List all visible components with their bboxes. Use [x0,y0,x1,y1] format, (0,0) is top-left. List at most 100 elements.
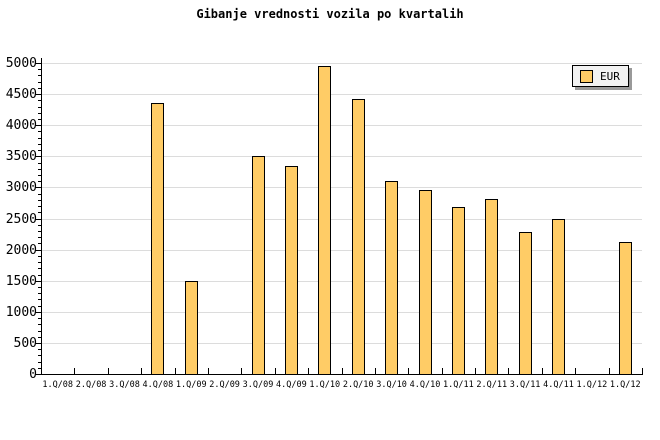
gridline [41,156,642,158]
y-axis-minor-tick [38,299,41,301]
y-axis-minor-tick [38,106,41,108]
bar [618,242,632,375]
legend-swatch-icon [580,69,593,83]
chart-title: Gibanje vrednosti vozila po kvartalih [196,7,464,21]
x-axis-label: 1.Q/11 [443,380,474,390]
y-axis-label: 4000 [5,118,37,134]
x-axis-label: 2.Q/11 [476,380,508,390]
bar [451,206,465,375]
y-axis-minor-tick [38,262,41,263]
y-axis-minor-tick [38,69,41,71]
gridline [41,187,642,189]
legend-label: EUR [600,69,620,83]
y-axis-minor-tick [38,274,41,276]
y-axis-minor-tick [38,361,41,363]
bar [351,98,365,375]
gridline [41,249,642,251]
x-axis-label: 1.Q/12 [609,380,641,390]
x-axis-label: 1.Q/10 [309,380,341,390]
y-axis-major-tick [35,156,41,158]
x-axis-label: 1.Q/09 [175,380,207,390]
x-axis-tick [41,368,42,374]
x-axis-tick [274,368,276,374]
y-axis-minor-tick [38,162,41,164]
y-axis-minor-tick [38,324,41,326]
y-axis-label: 5000 [5,56,37,71]
y-axis-minor-tick [38,168,41,170]
y-axis-minor-tick [38,293,41,295]
y-axis-minor-tick [38,100,41,102]
bar [485,198,499,375]
x-axis-label: 3.Q/11 [509,380,541,390]
y-axis-label: 1000 [5,304,37,320]
x-axis-tick [642,368,643,374]
y-axis-minor-tick [38,81,41,83]
y-axis-minor-tick [38,112,41,114]
x-axis-tick [341,368,343,374]
y-axis-major-tick [35,218,41,220]
y-axis-minor-tick [38,119,41,120]
x-axis-label: 3.Q/10 [376,380,407,390]
x-axis-label: 4.Q/11 [543,380,574,390]
y-axis-minor-tick [38,355,41,357]
y-axis-minor-tick [38,230,41,232]
bar [518,231,532,375]
x-axis-label: 4.Q/08 [142,380,174,390]
y-axis-major-tick [35,63,41,64]
x-axis-tick [541,368,543,374]
x-axis-tick [308,368,310,374]
gridline [41,311,642,313]
y-axis-minor-tick [38,131,41,133]
y-axis-label: 0 [29,367,37,382]
bar [418,189,432,375]
gridline [41,63,642,64]
x-axis-tick [374,368,376,374]
gridline [41,342,642,344]
y-axis-label: 2000 [5,242,37,258]
y-axis-minor-tick [38,87,41,89]
x-axis-tick [241,368,243,374]
y-axis-minor-tick [38,318,41,319]
y-axis-minor-tick [38,137,41,139]
x-axis [41,374,643,375]
x-axis-tick [408,368,410,374]
y-axis-minor-tick [38,193,41,195]
y-axis-major-tick [35,125,41,127]
y-axis-major-tick [35,342,41,344]
y-axis-label: 2500 [5,211,37,227]
y-axis-label: 4500 [5,87,37,103]
y-axis-minor-tick [38,349,41,351]
x-axis-tick [74,368,76,374]
x-axis-label: 3.Q/08 [109,380,140,390]
y-axis-label: 500 [13,335,37,351]
y-axis-minor-tick [38,305,41,307]
gridline [41,280,642,282]
y-axis-major-tick [35,249,41,251]
y-axis-minor-tick [38,206,41,208]
y-axis-minor-tick [38,243,41,245]
y-axis-minor-tick [38,255,41,257]
gridline [41,94,642,96]
gridline [41,125,642,127]
y-axis-minor-tick [38,212,41,214]
y-axis-minor-tick [38,237,41,239]
x-axis-label: 1.Q/12 [576,380,608,390]
y-axis-minor-tick [38,268,41,270]
y-axis-minor-tick [38,150,41,152]
x-axis-tick [508,368,510,374]
y-axis-major-tick [35,311,41,313]
x-axis-tick [475,368,477,374]
y-axis-major-tick [35,94,41,96]
bar [552,218,565,375]
y-axis-label: 3500 [5,149,37,165]
y-axis-minor-tick [38,286,41,288]
y-axis-minor-tick [38,181,41,183]
y-axis-minor-tick [38,75,41,77]
bar [284,165,298,375]
bar [318,66,332,375]
x-axis-tick [207,368,209,374]
x-axis-tick [608,368,610,374]
x-axis-tick [141,368,143,374]
x-axis-tick [575,368,577,374]
